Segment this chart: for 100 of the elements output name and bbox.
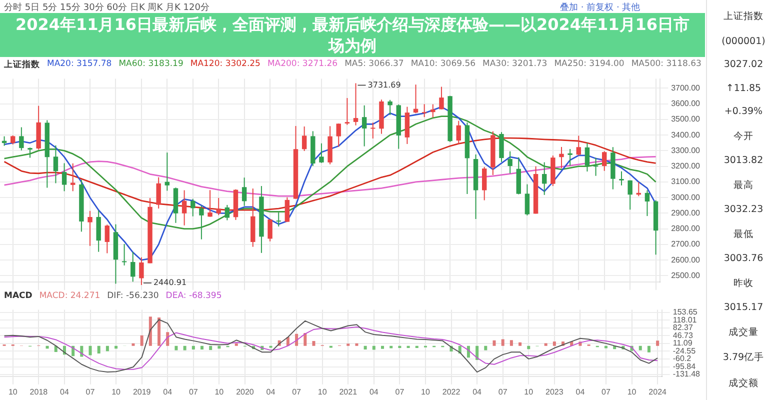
candlestick bbox=[644, 190, 650, 217]
text: 叠加 · 前复权 · 其他 bbox=[560, 2, 640, 14]
text: 3.79亿手 bbox=[722, 351, 764, 364]
bar bbox=[510, 340, 513, 346]
x-tick-label: 2024 bbox=[648, 387, 668, 396]
text: MA5: 3066.37 bbox=[344, 59, 404, 71]
y-tick-label: 3600.00 bbox=[671, 99, 701, 108]
x-tick-label: 2020 bbox=[236, 387, 254, 396]
candlestick bbox=[28, 147, 32, 158]
bar bbox=[415, 346, 418, 348]
x-tick-label: 2023 bbox=[546, 387, 564, 396]
x-tick-label: 10 bbox=[524, 387, 534, 396]
candlestick bbox=[319, 142, 324, 164]
candlestick bbox=[524, 184, 530, 216]
candlestick bbox=[242, 177, 247, 206]
text: MA30: 3201.73 bbox=[482, 59, 548, 71]
x-tick-label: 10 bbox=[627, 387, 637, 396]
bar bbox=[544, 343, 548, 346]
x-tick-label: 04 bbox=[266, 387, 276, 396]
candlestick bbox=[584, 142, 590, 172]
candlestick bbox=[70, 162, 76, 192]
bar bbox=[527, 346, 530, 350]
text: (000001) bbox=[722, 36, 766, 47]
candlestick bbox=[593, 157, 598, 176]
candlestick bbox=[62, 162, 67, 192]
text: 最高 bbox=[734, 178, 754, 192]
text: 3003.76 bbox=[724, 253, 764, 264]
text: MA60: 3183.19 bbox=[118, 59, 184, 71]
x-tick-label: 04 bbox=[163, 387, 173, 396]
candlestick bbox=[88, 210, 92, 246]
candlestick bbox=[422, 104, 427, 118]
y-tick-label: 46.73 bbox=[672, 330, 694, 340]
text: MA200: 3271.26 bbox=[267, 59, 338, 71]
candlestick bbox=[482, 166, 487, 201]
x-tick-label: 04 bbox=[60, 387, 70, 396]
bar bbox=[552, 341, 556, 346]
bar bbox=[364, 346, 367, 350]
bar bbox=[174, 346, 178, 350]
y-tick-label: 3000.00 bbox=[671, 192, 701, 202]
candlestick bbox=[430, 104, 436, 118]
text: +0.39% bbox=[724, 106, 763, 118]
text: 3013.82 bbox=[724, 155, 764, 166]
x-tick-label: 07 bbox=[602, 387, 611, 396]
candlestick bbox=[602, 150, 607, 172]
x-tick-label: 2018 bbox=[30, 387, 48, 396]
y-tick-label: -24.55 bbox=[672, 346, 696, 356]
bar bbox=[492, 340, 496, 346]
text: 3027.02 bbox=[724, 59, 764, 70]
candlestick bbox=[182, 190, 187, 226]
x-tick-label: 07 bbox=[86, 387, 96, 396]
bar bbox=[140, 335, 144, 346]
candlestick bbox=[439, 86, 444, 110]
x-tick-label: 07 bbox=[188, 387, 198, 396]
text: 昨收 bbox=[734, 276, 754, 290]
bar bbox=[518, 342, 522, 346]
candlestick bbox=[276, 212, 281, 228]
candlestick bbox=[104, 224, 110, 254]
y-tick-label: 3700.00 bbox=[671, 83, 701, 92]
candlestick bbox=[156, 176, 161, 210]
candlestick bbox=[216, 197, 221, 216]
x-tick-label: 10 bbox=[8, 387, 18, 396]
candlestick bbox=[199, 205, 204, 240]
bar bbox=[484, 346, 488, 350]
text: 3015.17 bbox=[724, 302, 764, 314]
text: 最低 bbox=[734, 228, 754, 241]
y-tick-label: 3200.00 bbox=[671, 162, 701, 171]
candlestick bbox=[456, 120, 461, 144]
y-tick-label: 3500.00 bbox=[671, 114, 701, 124]
candlestick bbox=[224, 204, 230, 221]
text: DEA: -68.395 bbox=[166, 291, 222, 301]
candlestick bbox=[559, 146, 564, 169]
x-tick-label: 04 bbox=[369, 387, 379, 396]
candlestick bbox=[353, 82, 358, 126]
bar bbox=[312, 341, 316, 346]
candlestick bbox=[53, 144, 58, 184]
y-tick-label: 2900.00 bbox=[671, 208, 701, 218]
y-tick-label: -95.84 bbox=[672, 362, 696, 371]
x-tick-label: 10 bbox=[214, 387, 224, 396]
bar bbox=[398, 346, 402, 348]
y-tick-label: 82.37 bbox=[672, 323, 694, 332]
candlestick bbox=[619, 170, 624, 186]
candlestick bbox=[10, 134, 16, 145]
candlestick bbox=[542, 162, 547, 196]
bar bbox=[656, 340, 660, 346]
y-tick-label: 2600.00 bbox=[671, 255, 701, 264]
text: MA250: 3194.00 bbox=[554, 59, 624, 71]
annotation: 2440.91 bbox=[153, 278, 187, 288]
candlestick bbox=[344, 98, 350, 126]
y-tick-label: 2700.00 bbox=[671, 240, 701, 249]
candlestick bbox=[388, 99, 392, 116]
x-tick-label: 07 bbox=[292, 387, 302, 396]
text: ↑11.85 bbox=[726, 82, 762, 94]
annotation: 3731.69 bbox=[368, 80, 401, 90]
candlestick bbox=[96, 210, 101, 252]
text: 今开 bbox=[734, 130, 754, 143]
candlestick bbox=[19, 126, 24, 151]
bar bbox=[638, 346, 642, 350]
bar bbox=[132, 343, 135, 346]
text: DIF: -56.230 bbox=[107, 291, 159, 301]
candlestick bbox=[208, 190, 212, 218]
